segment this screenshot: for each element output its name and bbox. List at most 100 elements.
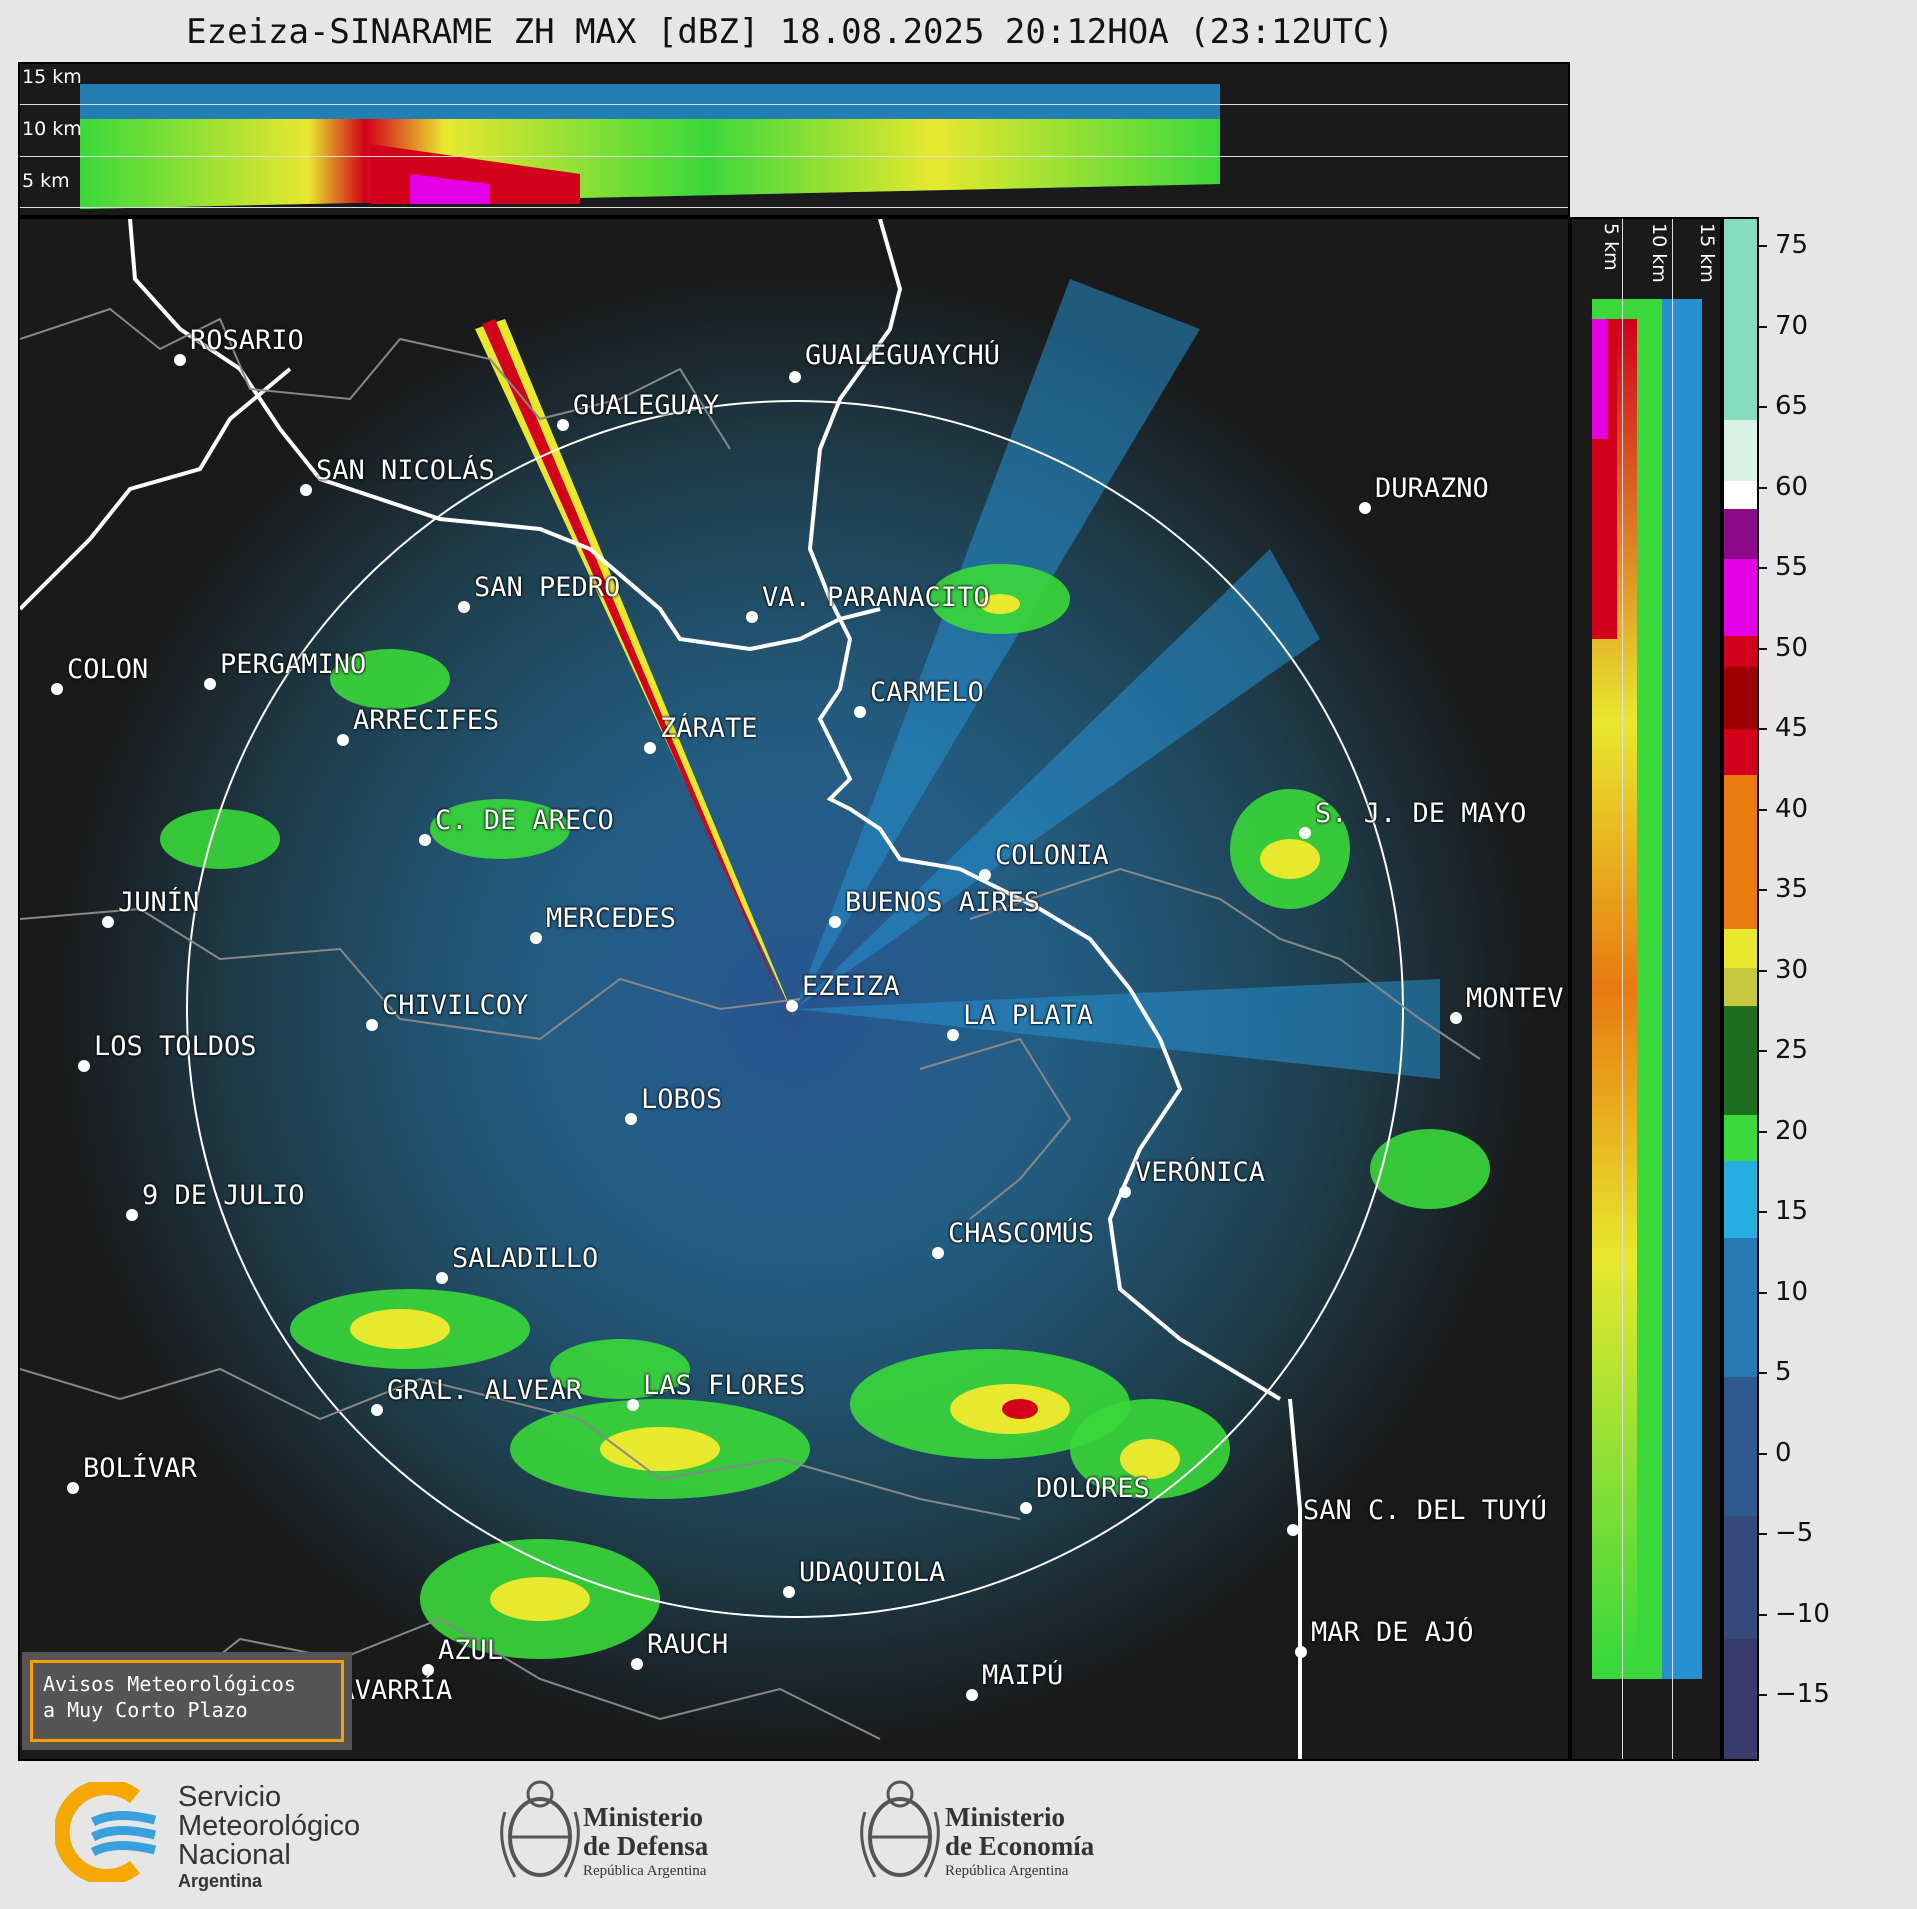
city-label: DOLORES [1036,1473,1150,1504]
city-marker [78,1060,90,1072]
city-marker [786,1000,798,1012]
radar-map-graphics [20,219,1535,1759]
echo-spike-core [482,319,790,1019]
city-marker [51,683,63,695]
city-marker [530,932,542,944]
colorbar-segment [1724,728,1757,776]
defensa-coat-of-arms-icon [500,1780,580,1878]
colorbar-tick-label: 20 [1775,1115,1809,1146]
economia-coat-of-arms-icon [860,1780,940,1878]
city-label: RAUCH [647,1629,729,1660]
colorbar-tick-label: 30 [1775,954,1809,985]
smn-logo-icon [55,1782,157,1882]
colorbar-segment [1724,635,1757,668]
city-marker [1119,1186,1131,1198]
colorbar-tick [1759,325,1767,328]
colorbar-segment [1724,558,1757,637]
city-marker [1299,827,1311,839]
city-label: MAIPÚ [982,1660,1064,1691]
colorbar-tick [1759,406,1767,408]
city-label: MAR DE AJÓ [1311,1617,1474,1648]
city-marker [419,834,431,846]
colorbar-segment [1724,1160,1757,1240]
city-label: BOLÍVAR [83,1453,197,1484]
city-label: VA. PARANACITO [762,582,990,613]
city-label: PERGAMINO [220,649,367,680]
colorbar-tick [1759,1533,1767,1535]
city-marker [789,371,801,383]
colorbar-tick-label: −15 [1775,1679,1830,1709]
smn-line-2: Meteorológico [178,1810,361,1842]
colorbar-tick-label: 55 [1775,552,1809,582]
colorbar-tick [1759,1372,1767,1374]
side-cross-section: 5 km 10 km 15 km [1570,217,1722,1761]
city-label: EZEIZA [802,971,900,1002]
city-label: ARRECIFES [353,705,500,736]
colorbar-tick-label: 40 [1775,793,1809,824]
city-marker [947,1029,959,1041]
city-label: UDAQUIOLA [799,1557,946,1588]
city-marker [371,1404,383,1416]
city-label: SALADILLO [452,1243,599,1274]
colorbar-tick-label: 45 [1775,713,1809,743]
city-label: LOS TOLDOS [94,1031,257,1062]
city-marker [644,742,656,754]
colorbar-segment [1724,481,1757,511]
city-marker [1295,1646,1307,1658]
city-marker [1287,1524,1299,1536]
city-label: COLON [67,654,149,685]
city-marker [337,734,349,746]
city-label: COLONIA [995,840,1109,871]
colorbar-segment [1724,1114,1757,1162]
colorbar-segment [1724,967,1757,1008]
defensa-line-3: República Argentina [583,1863,707,1879]
altitude-line-5km [20,207,1568,208]
defensa-line-1: Ministerio [583,1802,703,1832]
colorbar-segment [1724,1515,1757,1641]
city-marker [557,419,569,431]
city-label: SAN C. DEL TUYÚ [1303,1495,1547,1526]
colorbar-tick [1759,1211,1767,1213]
city-label: 9 DE JULIO [142,1180,305,1211]
city-marker [783,1586,795,1598]
colorbar-tick [1759,1694,1767,1696]
alert-box[interactable]: Avisos Meteorológicos a Muy Corto Plazo [22,1652,352,1750]
side-altitude-label-15km: 15 km [1696,223,1718,283]
colorbar [1722,217,1759,1761]
city-marker [102,916,114,928]
colorbar-tick-label: 70 [1775,310,1809,341]
colorbar-tick [1759,647,1767,650]
colorbar-tick [1759,245,1767,247]
smn-line-1: Servicio [178,1781,282,1813]
alert-line-2: a Muy Corto Plazo [43,1698,248,1722]
colorbar-tick [1759,969,1767,972]
city-label: AZUL [438,1635,504,1666]
city-label: GUALEGUAY [573,390,720,421]
city-marker [746,611,758,623]
economia-line-2: de Economía [945,1831,1095,1861]
colorbar-segment [1724,774,1757,931]
side-altitude-line-10km [1672,219,1673,1759]
colorbar-tick-label: 60 [1775,471,1809,502]
colorbar-tick-label: 50 [1775,632,1809,663]
city-marker [436,1272,448,1284]
colorbar-segment [1724,1006,1757,1116]
colorbar-tick [1759,1050,1767,1052]
side-altitude-label-10km: 10 km [1648,223,1670,283]
echo-rays [795,279,1440,1079]
range-ring [186,400,1404,1618]
city-marker [979,869,991,881]
city-marker [625,1113,637,1125]
colorbar-tick [1759,1291,1767,1294]
colorbar-segment [1724,1238,1757,1378]
city-marker [631,1658,643,1670]
side-altitude-line-5km [1622,219,1623,1759]
echo-cells [160,564,1490,1659]
colorbar-tick-label: 65 [1775,391,1809,421]
city-label: LAS FLORES [643,1370,806,1401]
colorbar-tick-label: −10 [1775,1598,1830,1629]
city-label: LA PLATA [963,1000,1094,1031]
page-title: Ezeiza-SINARAME ZH MAX [dBZ] 18.08.2025 … [186,12,1394,52]
smn-logo-text: Servicio Meteorológico Nacional Argentin… [178,1783,360,1892]
altitude-line-15km [20,104,1568,105]
